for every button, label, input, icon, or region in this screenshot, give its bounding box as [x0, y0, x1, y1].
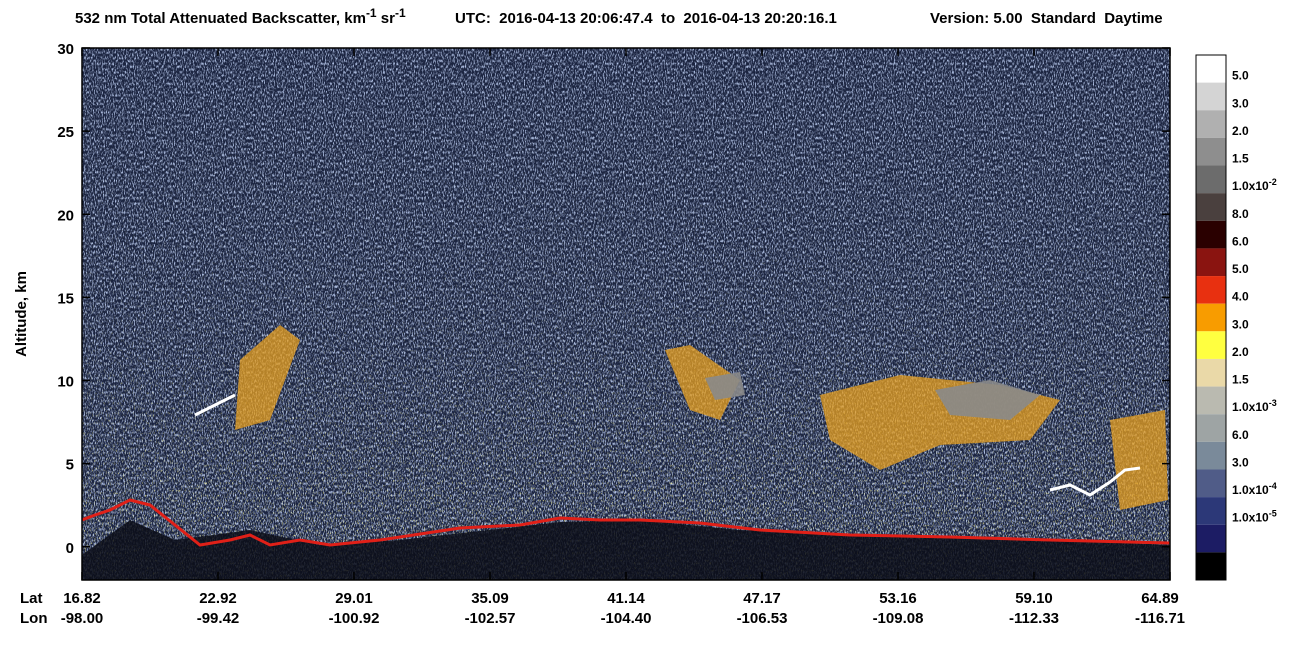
colorbar-label-base: 1.0x10: [1232, 400, 1269, 414]
x-row-label: Lon: [20, 610, 48, 627]
colorbar-swatch: [1196, 82, 1226, 111]
colorbar-swatch: [1196, 137, 1226, 166]
colorbar-label-exponent: -2: [1269, 177, 1277, 187]
colorbar-label: 5.0: [1232, 69, 1249, 83]
colorbar-label-exponent: -4: [1269, 481, 1277, 491]
colorbar-swatch: [1196, 276, 1226, 304]
colorbar-label: 6.0: [1232, 234, 1249, 248]
y-tick-label: 10: [57, 374, 74, 391]
utc-range: UTC: 2016-04-13 20:06:47.4 to 2016-04-13…: [455, 10, 837, 27]
colorbar-label: 2.0: [1232, 124, 1249, 138]
colorbar-swatch: [1196, 110, 1226, 138]
colorbar-label-exponent: -3: [1269, 398, 1277, 408]
colorbar-swatch: [1196, 220, 1226, 249]
colorbar-label: 5.0: [1232, 262, 1249, 276]
colorbar-label-exponent: -5: [1269, 509, 1277, 519]
colorbar-label: 1.0x10-2: [1232, 177, 1277, 193]
colorbar-label: 1.0x10-5: [1232, 509, 1277, 525]
lat-label: 53.16: [879, 590, 917, 607]
colorbar-swatch: [1196, 524, 1226, 553]
colorbar-swatch: [1196, 358, 1226, 387]
colorbar-label: 3.0: [1232, 317, 1249, 331]
colorbar-label: 1.5: [1232, 373, 1249, 387]
lon-label: -116.71: [1135, 610, 1185, 627]
lat-label: 59.10: [1015, 590, 1053, 607]
colorbar-swatch: [1196, 248, 1226, 277]
colorbar-label: 2.0: [1232, 345, 1249, 359]
lon-label: -98.00: [61, 610, 104, 627]
colorbar-swatch: [1196, 165, 1226, 194]
lat-label: 29.01: [335, 590, 373, 607]
lat-label: 22.92: [199, 590, 237, 607]
lat-label: 35.09: [471, 590, 509, 607]
colorbar-swatch: [1196, 331, 1226, 359]
lon-label: -112.33: [1009, 610, 1059, 627]
colorbar-label: 6.0: [1232, 428, 1249, 442]
colorbar-label: 4.0: [1232, 290, 1249, 304]
lon-label: -106.53: [737, 610, 788, 627]
colorbar-swatch: [1196, 386, 1226, 415]
lon-label: -100.92: [329, 610, 380, 627]
backscatter-image: [82, 48, 1170, 580]
chart-title: 532 nm Total Attenuated Backscatter, km-…: [75, 6, 406, 27]
lat-label: 16.82: [63, 590, 101, 607]
lon-label: -102.57: [465, 610, 516, 627]
x-row-label: Lat: [20, 590, 43, 607]
y-axis-label: Altitude, km: [13, 271, 30, 357]
version: Version: 5.00 Standard Daytime: [930, 10, 1163, 27]
colorbar-label-base: 1.0x10: [1232, 511, 1269, 525]
colorbar-swatch: [1196, 469, 1226, 498]
y-tick-label: 5: [66, 457, 74, 474]
lon-label: -104.40: [601, 610, 652, 627]
colorbar-swatch: [1196, 414, 1226, 442]
colorbar-label: 1.5: [1232, 152, 1249, 166]
colorbar-label: 1.0x10-3: [1232, 398, 1277, 414]
lat-label: 47.17: [743, 590, 781, 607]
lon-label: -99.42: [197, 610, 240, 627]
y-tick-label: 15: [57, 290, 74, 307]
colorbar-swatch: [1196, 497, 1226, 525]
y-tick-label: 30: [57, 41, 74, 58]
colorbar-swatch: [1196, 55, 1226, 83]
lon-label: -109.08: [873, 610, 924, 627]
colorbar-label-base: 1.0x10: [1232, 483, 1269, 497]
colorbar-swatch: [1196, 552, 1226, 580]
colorbar-label: 3.0: [1232, 96, 1249, 110]
colorbar-label-base: 1.0x10: [1232, 179, 1269, 193]
lat-label: 41.14: [607, 590, 645, 607]
colorbar-swatch: [1196, 441, 1226, 470]
colorbar-swatch: [1196, 303, 1226, 332]
colorbar-label: 3.0: [1232, 455, 1249, 469]
y-tick-label: 25: [57, 124, 74, 141]
colorbar-label: 8.0: [1232, 207, 1249, 221]
colorbar-label: 1.0x10-4: [1232, 481, 1277, 497]
lat-label: 64.89: [1141, 590, 1179, 607]
colorbar-swatch: [1196, 193, 1226, 221]
y-tick-label: 0: [66, 540, 74, 557]
colorbar-frame: [1195, 54, 1227, 581]
y-tick-label: 20: [57, 207, 74, 224]
